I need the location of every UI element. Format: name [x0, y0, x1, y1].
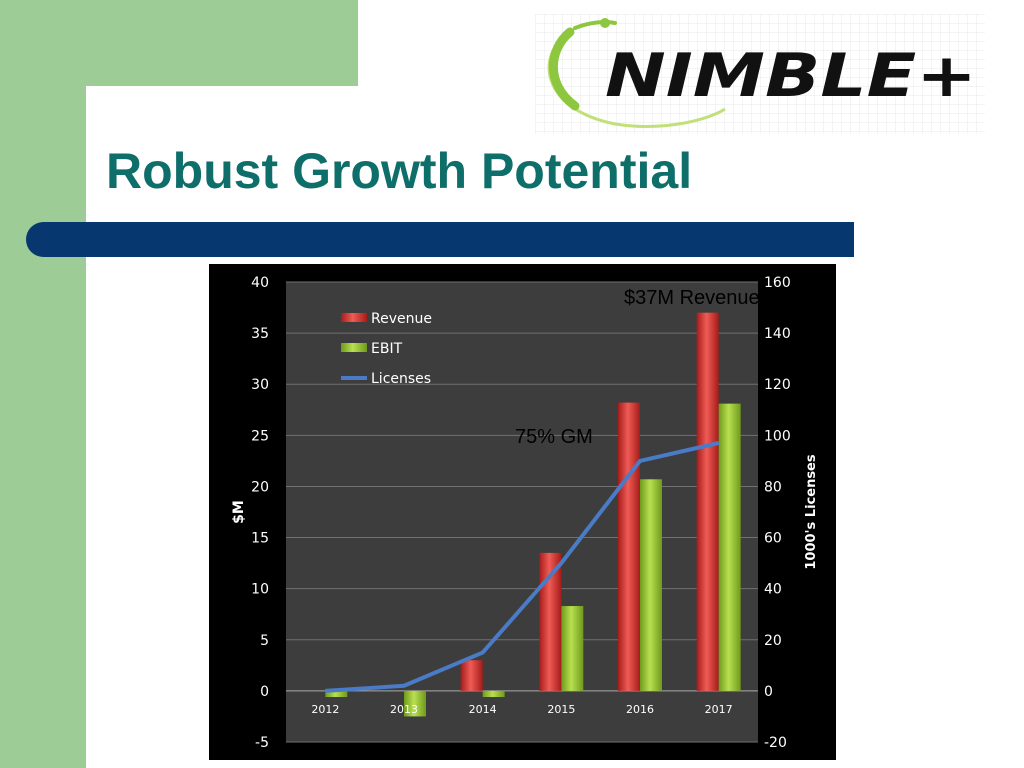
legend-ebit-swatch [341, 343, 367, 352]
y-tick-label: 0 [260, 684, 269, 700]
y-tick-label: 30 [251, 377, 269, 393]
y-tick-label: 25 [251, 428, 269, 444]
legend-revenue-label: Revenue [371, 311, 432, 327]
legend-ebit-label: EBIT [371, 341, 403, 357]
annotation-revenue: $37M Revenue [624, 287, 760, 309]
nimble-logo: NIMBLE+ [535, 14, 985, 134]
x-tick-label: 2016 [626, 703, 654, 716]
x-tick-label: 2015 [547, 703, 575, 716]
x-tick-label: 2012 [311, 703, 339, 716]
licenses-line [325, 441, 720, 693]
ebit-bar [561, 606, 584, 691]
annotation-gm: 75% GM [515, 426, 593, 448]
y-tick-label: 35 [251, 326, 269, 342]
revenue-bar [696, 312, 719, 691]
slide-title: Robust Growth Potential [106, 143, 693, 199]
x-tick-label: 2013 [390, 703, 418, 716]
title-divider-band [26, 222, 854, 257]
y2-tick-label: 140 [764, 326, 791, 342]
growth-chart: 40 160 35 140 30 120 25 100 20 80 15 60 10 40 5 20 0 0 -5 -… [209, 264, 836, 760]
revenue-bar [460, 660, 483, 691]
ebit-bar [718, 403, 741, 691]
y2-tick-label: 20 [764, 633, 782, 649]
legend: Revenue EBIT Licenses [341, 311, 432, 387]
logo-text: NIMBLE+ [605, 41, 977, 111]
y2-tick-label: 100 [764, 428, 791, 444]
y2-tick-label: 40 [764, 582, 782, 598]
x-tick-label: 2017 [705, 703, 733, 716]
y2-axis-label: 1000's Licenses [804, 454, 819, 569]
y2-tick-label: 120 [764, 377, 791, 393]
y2-tick-label: 0 [764, 684, 773, 700]
legend-licenses-label: Licenses [371, 371, 431, 387]
y-tick-label: 5 [260, 633, 269, 649]
y-tick-label: -5 [255, 735, 269, 751]
y2-tick-label: 80 [764, 479, 782, 495]
y-tick-label: 10 [251, 582, 269, 598]
y2-tick-label: 60 [764, 531, 782, 547]
y-axis-label: $M [231, 500, 247, 524]
revenue-bar [618, 402, 640, 691]
y-tick-label: 40 [251, 275, 269, 291]
legend-revenue-swatch [341, 313, 367, 322]
y2-tick-label: 160 [764, 275, 791, 291]
x-tick-label: 2014 [469, 703, 497, 716]
ebit-bar [482, 690, 505, 698]
accent-panel-left [0, 0, 86, 768]
y2-tick-label: -20 [764, 735, 787, 751]
y-tick-label: 15 [251, 531, 269, 547]
revenue-bar [539, 552, 562, 691]
accent-panel-top [0, 0, 358, 86]
ebit-bar [640, 479, 662, 691]
ebit-bar [325, 690, 348, 698]
ebit-bar [404, 690, 426, 717]
y-tick-label: 20 [251, 479, 269, 495]
